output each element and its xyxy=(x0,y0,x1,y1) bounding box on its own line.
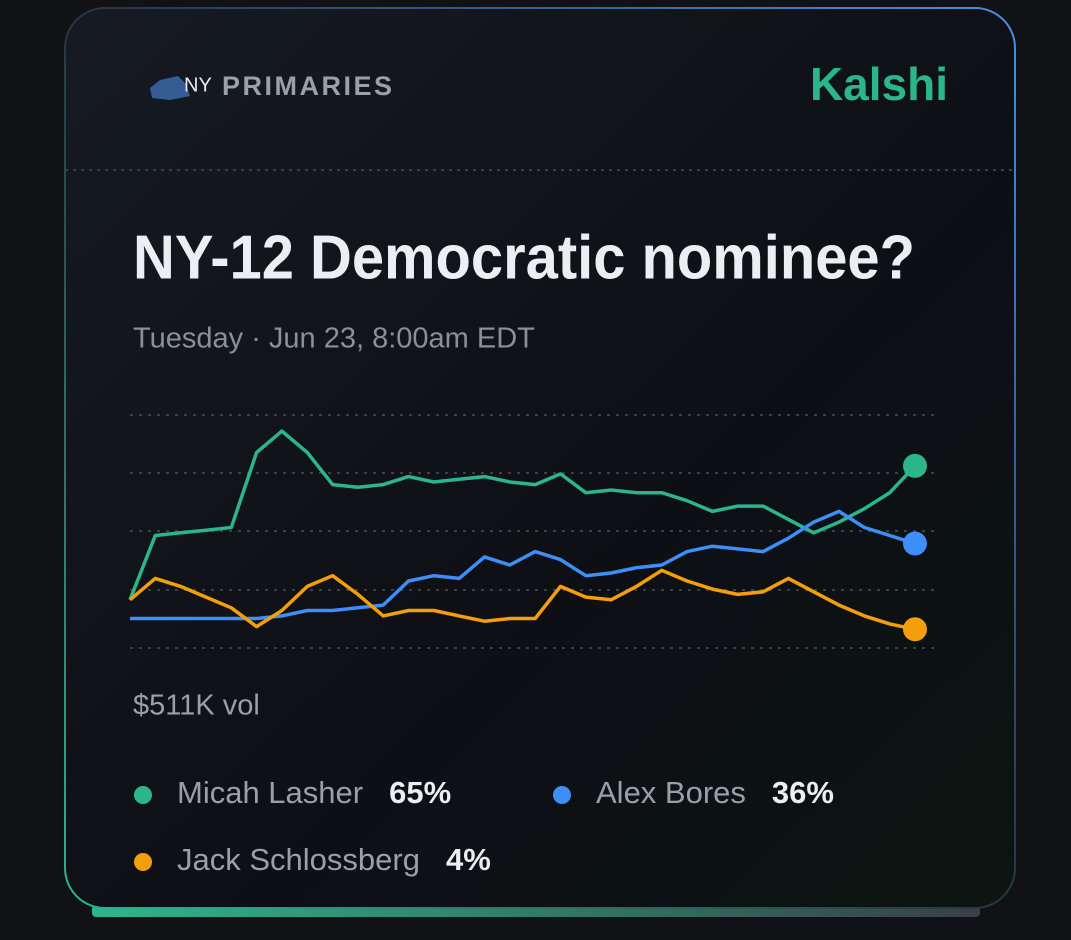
series-line xyxy=(130,509,916,621)
legend-value: 4% xyxy=(446,842,491,877)
legend-dot xyxy=(134,853,152,871)
card xyxy=(64,7,1016,909)
section-label: PRIMARIES xyxy=(222,71,395,101)
subtitle: Tuesday · Jun 23, 8:00am EDT xyxy=(133,323,535,355)
legend-name: Micah Lasher xyxy=(177,775,363,810)
end-dot xyxy=(903,617,927,642)
brand: Kalshi xyxy=(810,58,948,110)
state-icon xyxy=(150,76,190,100)
chart-title: NY-12 Democratic nominee? xyxy=(133,223,915,292)
legend-value: 65% xyxy=(389,775,451,810)
legend-dot xyxy=(134,786,152,804)
badge: NY xyxy=(184,74,212,96)
legend-dot xyxy=(553,786,571,804)
volume: $511K vol xyxy=(133,690,260,722)
series-line xyxy=(128,429,917,601)
end-dot xyxy=(903,531,927,556)
guides xyxy=(130,414,940,649)
legend-name: Jack Schlossberg xyxy=(177,842,420,877)
series-line xyxy=(128,568,916,632)
end-dot xyxy=(903,453,927,478)
legend-name: Alex Bores xyxy=(596,775,746,810)
legend-value: 36% xyxy=(772,775,834,810)
